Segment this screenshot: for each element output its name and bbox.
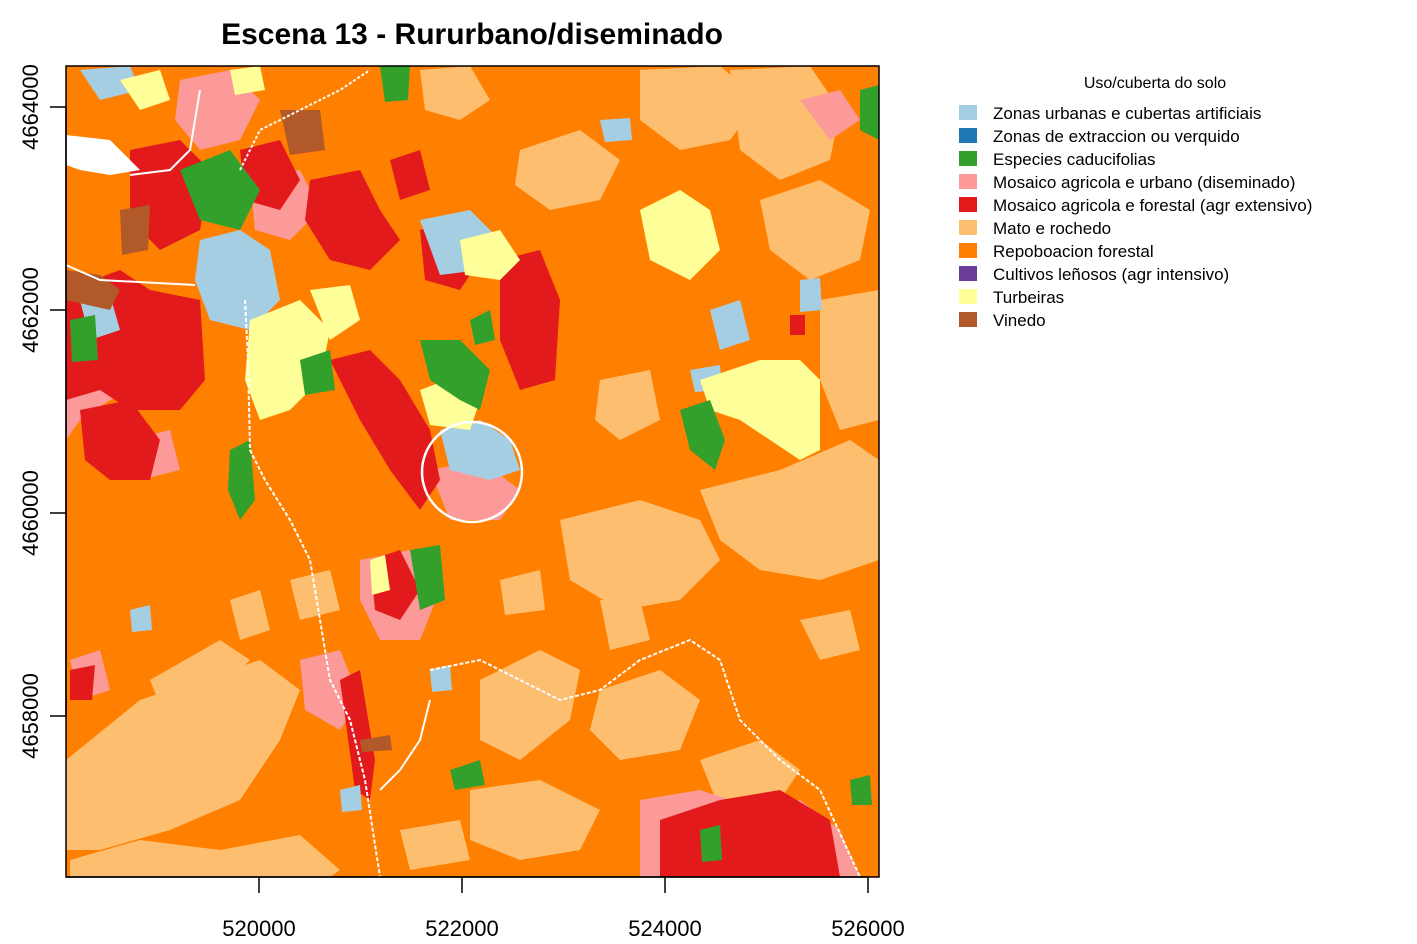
legend-label: Especies caducifolias bbox=[993, 150, 1156, 169]
legend-label: Vinedo bbox=[993, 311, 1046, 330]
caducifolias-patches bbox=[70, 66, 879, 862]
legend-label: Zonas de extraccion ou verquido bbox=[993, 127, 1240, 146]
legend-swatch bbox=[959, 312, 977, 327]
legend-label: Cultivos leñosos (agr intensivo) bbox=[993, 265, 1229, 284]
highlight-circle bbox=[420, 420, 524, 524]
blank-area bbox=[66, 135, 140, 175]
y-tick-label: 4662000 bbox=[18, 267, 43, 353]
legend-swatch bbox=[959, 266, 977, 281]
legend-item: Zonas urbanas e cubertas artificiais bbox=[959, 104, 1261, 123]
y-tick-label: 4660000 bbox=[18, 470, 43, 556]
legend-swatch bbox=[959, 105, 977, 120]
legend: Uso/cuberta do solo Zonas urbanas e cube… bbox=[959, 75, 1312, 330]
legend-label: Mato e rochedo bbox=[993, 219, 1111, 238]
legend-items: Zonas urbanas e cubertas artificiais Zona… bbox=[959, 104, 1312, 330]
legend-label: Zonas urbanas e cubertas artificiais bbox=[993, 104, 1261, 123]
x-tick-label: 520000 bbox=[222, 916, 295, 941]
legend-label: Mosaico agricola e forestal (agr extensi… bbox=[993, 196, 1312, 215]
legend-swatch bbox=[959, 220, 977, 235]
roads bbox=[66, 69, 861, 877]
legend-label: Mosaico agricola e urbano (diseminado) bbox=[993, 173, 1295, 192]
map-title: Escena 13 - Rururbano/diseminado bbox=[221, 18, 723, 51]
legend-item: Vinedo bbox=[959, 311, 1046, 330]
map-raster bbox=[66, 66, 879, 877]
mato-rochedo-patches bbox=[66, 66, 879, 877]
legend-swatch bbox=[959, 243, 977, 258]
legend-swatch bbox=[959, 197, 977, 212]
legend-item: Mosaico agricola e forestal (agr extensi… bbox=[959, 196, 1312, 215]
legend-item: Zonas de extraccion ou verquido bbox=[959, 127, 1240, 146]
legend-item: Mato e rochedo bbox=[959, 219, 1111, 238]
x-tick-label: 522000 bbox=[425, 916, 498, 941]
legend-item: Turbeiras bbox=[959, 288, 1064, 307]
legend-item: Especies caducifolias bbox=[959, 150, 1156, 169]
legend-swatch bbox=[959, 151, 977, 166]
x-tick-label: 526000 bbox=[831, 916, 904, 941]
legend-label: Turbeiras bbox=[993, 288, 1064, 307]
urban-patches bbox=[80, 66, 822, 812]
y-axis: 4658000 4660000 4662000 4664000 bbox=[18, 64, 67, 759]
legend-swatch bbox=[959, 289, 977, 304]
legend-title: Uso/cuberta do solo bbox=[1084, 75, 1226, 92]
vinedo-patches bbox=[66, 110, 392, 752]
legend-item: Mosaico agricola e urbano (diseminado) bbox=[959, 173, 1295, 192]
turbeiras-patches bbox=[120, 66, 820, 595]
legend-swatch bbox=[959, 174, 977, 189]
legend-item: Repoboacion forestal bbox=[959, 242, 1154, 261]
x-axis: 520000 522000 524000 526000 bbox=[66, 876, 905, 941]
legend-swatch bbox=[959, 128, 977, 143]
legend-item: Cultivos leñosos (agr intensivo) bbox=[959, 265, 1229, 284]
y-tick-label: 4664000 bbox=[18, 64, 43, 150]
y-tick-label: 4658000 bbox=[18, 673, 43, 759]
x-tick-label: 524000 bbox=[628, 916, 701, 941]
legend-label: Repoboacion forestal bbox=[993, 242, 1154, 261]
